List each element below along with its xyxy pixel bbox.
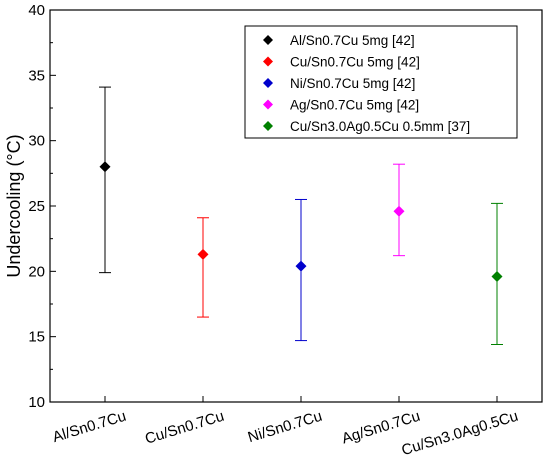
- legend-item: Ni/Sn0.7Cu 5mg [42]: [263, 76, 415, 91]
- legend-label: Cu/Sn0.7Cu 5mg [42]: [290, 55, 420, 70]
- series-2: [295, 198, 307, 342]
- data-point: [197, 248, 209, 260]
- series-1: [197, 217, 209, 318]
- series-3: [393, 163, 405, 257]
- legend-item: Cu/Sn3.0Ag0.5Cu 0.5mm [37]: [263, 119, 470, 134]
- x-tick-label: Cu/Sn0.7Cu: [143, 408, 226, 448]
- y-axis: 10 15 20 25 30 35 40: [28, 2, 56, 411]
- x-tick-label: Ni/Sn0.7Cu: [246, 408, 324, 447]
- series-0: [99, 86, 111, 274]
- legend-marker: [263, 56, 273, 67]
- data-series: [99, 86, 503, 346]
- y-tick-label: 20: [28, 263, 45, 280]
- legend-label: Ag/Sn0.7Cu 5mg [42]: [290, 98, 419, 113]
- data-point: [99, 161, 111, 173]
- y-tick-label: 30: [28, 133, 45, 150]
- legend-marker: [263, 78, 273, 88]
- legend-item: Al/Sn0.7Cu 5mg [42]: [263, 33, 415, 48]
- data-point: [491, 271, 503, 283]
- y-tick-label: 10: [28, 394, 45, 411]
- legend-box: [244, 25, 518, 139]
- legend-label: Cu/Sn3.0Ag0.5Cu 0.5mm [37]: [290, 119, 470, 134]
- y-tick-label: 40: [28, 2, 45, 19]
- legend-label: Al/Sn0.7Cu 5mg [42]: [290, 33, 415, 48]
- legend-marker: [263, 99, 273, 110]
- y-tick-label: 35: [28, 67, 45, 84]
- legend-marker: [263, 35, 273, 45]
- x-tick-label: Al/Sn0.7Cu: [51, 408, 129, 446]
- x-axis: Al/Sn0.7Cu Cu/Sn0.7Cu Ni/Sn0.7Cu Ag/Sn0.7Cu…: [51, 396, 520, 459]
- legend-item: Cu/Sn0.7Cu 5mg [42]: [263, 55, 420, 70]
- y-tick-label: 25: [28, 198, 45, 215]
- legend-label: Ni/Sn0.7Cu 5mg [42]: [290, 76, 415, 91]
- legend: Al/Sn0.7Cu 5mg [42] Cu/Sn0.7Cu 5mg [42] Ni…: [244, 25, 518, 139]
- data-point: [393, 205, 405, 217]
- y-tick-label: 15: [28, 329, 45, 346]
- data-point: [295, 260, 307, 272]
- y-axis-label: Undercooling (°C): [4, 134, 24, 277]
- legend-item: Ag/Sn0.7Cu 5mg [42]: [263, 98, 419, 113]
- legend-marker: [263, 121, 273, 131]
- series-4: [491, 202, 503, 346]
